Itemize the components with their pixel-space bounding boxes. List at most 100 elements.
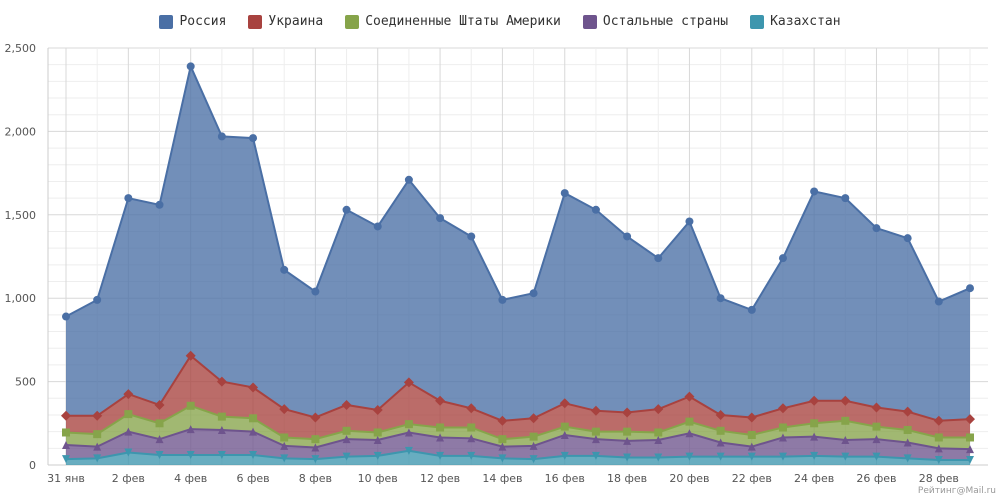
- data-point: [747, 305, 756, 314]
- data-point: [903, 234, 912, 243]
- line-series-4: [65, 449, 970, 461]
- data-point: [654, 453, 663, 462]
- data-point: [623, 232, 632, 241]
- data-point: [747, 442, 756, 451]
- legend-swatch: [248, 14, 263, 29]
- data-point: [217, 450, 226, 459]
- legend: Россия Украина Соединенные Штаты Америки Ос…: [0, 14, 1000, 29]
- data-point: [311, 287, 320, 296]
- legend-item-1[interactable]: Украина: [248, 14, 323, 29]
- watermark[interactable]: Рейтинг@Mail.ru: [917, 486, 996, 496]
- data-point: [560, 189, 569, 198]
- legend-swatch: [159, 14, 174, 29]
- legend-item-0[interactable]: Россия: [159, 14, 226, 29]
- data-point: [685, 452, 694, 461]
- data-point: [778, 254, 787, 263]
- data-point: [279, 404, 290, 415]
- legend-item-3[interactable]: Остальные страны: [582, 14, 728, 29]
- data-point: [810, 451, 819, 460]
- data-point: [872, 435, 881, 444]
- data-point: [341, 399, 352, 410]
- data-point: [186, 425, 195, 434]
- data-point: [623, 427, 632, 436]
- data-point: [404, 428, 413, 437]
- area-series-1: [66, 355, 970, 440]
- data-point: [653, 404, 664, 415]
- data-point: [559, 398, 570, 409]
- data-point: [62, 455, 70, 464]
- data-point: [404, 175, 413, 184]
- data-point: [186, 62, 195, 71]
- y-tick-label: 2,500: [5, 42, 37, 55]
- x-tick-label: 6 фев: [236, 472, 269, 485]
- data-point: [467, 434, 476, 443]
- x-tick-label: 10 фев: [358, 472, 398, 485]
- data-point: [93, 454, 102, 463]
- data-point: [436, 214, 445, 223]
- x-tick-label: 16 фев: [545, 472, 585, 485]
- data-point: [715, 409, 726, 420]
- data-point: [966, 445, 974, 454]
- data-point: [934, 433, 943, 442]
- data-point: [155, 435, 164, 444]
- data-point: [311, 435, 320, 444]
- data-point: [186, 450, 195, 459]
- data-point: [498, 454, 507, 463]
- data-point: [62, 428, 70, 437]
- data-point: [716, 294, 725, 303]
- data-point: [249, 427, 258, 436]
- y-tick-label: 500: [15, 376, 36, 389]
- legend-label: Казахстан: [770, 14, 841, 29]
- data-point: [810, 432, 819, 441]
- data-point: [654, 435, 663, 444]
- data-point: [62, 312, 70, 321]
- data-point: [248, 382, 259, 393]
- data-point: [591, 205, 600, 214]
- data-point: [778, 433, 787, 442]
- data-point: [623, 453, 632, 462]
- x-tick-label: 31 янв: [47, 472, 85, 485]
- x-tick-label: 12 фев: [420, 472, 460, 485]
- data-point: [872, 452, 881, 461]
- data-point: [560, 430, 569, 439]
- data-point: [872, 422, 881, 431]
- data-point: [841, 194, 850, 203]
- data-point: [622, 407, 633, 418]
- legend-item-2[interactable]: Соединенные Штаты Америки: [345, 14, 561, 29]
- data-point: [280, 433, 289, 442]
- data-point: [372, 404, 383, 415]
- area-series-3: [66, 429, 970, 460]
- data-point: [217, 132, 226, 141]
- data-point: [777, 403, 788, 414]
- data-point: [280, 454, 289, 463]
- data-point: [217, 425, 226, 434]
- data-point: [280, 441, 289, 450]
- data-point: [373, 428, 382, 437]
- data-point: [342, 452, 351, 461]
- legend-swatch: [582, 14, 597, 29]
- data-point: [92, 410, 103, 421]
- x-tick-label: 26 фев: [856, 472, 896, 485]
- data-point: [810, 419, 819, 428]
- legend-item-4[interactable]: Казахстан: [750, 14, 841, 29]
- data-point: [404, 446, 413, 455]
- line-series-2: [65, 404, 970, 441]
- data-point: [654, 428, 663, 437]
- data-point: [342, 205, 351, 214]
- area-series-4: [66, 450, 970, 465]
- x-tick-label: 24 фев: [794, 472, 834, 485]
- legend-label: Россия: [179, 14, 227, 29]
- data-point: [498, 435, 507, 444]
- data-point: [716, 452, 725, 461]
- y-tick-label: 2,000: [5, 125, 37, 138]
- line-series-1: [66, 354, 971, 422]
- data-point: [342, 435, 351, 444]
- data-point: [716, 426, 725, 435]
- line-series-3: [65, 428, 971, 451]
- data-point: [466, 403, 477, 414]
- data-point: [560, 422, 569, 431]
- data-point: [249, 134, 258, 143]
- data-point: [124, 194, 133, 203]
